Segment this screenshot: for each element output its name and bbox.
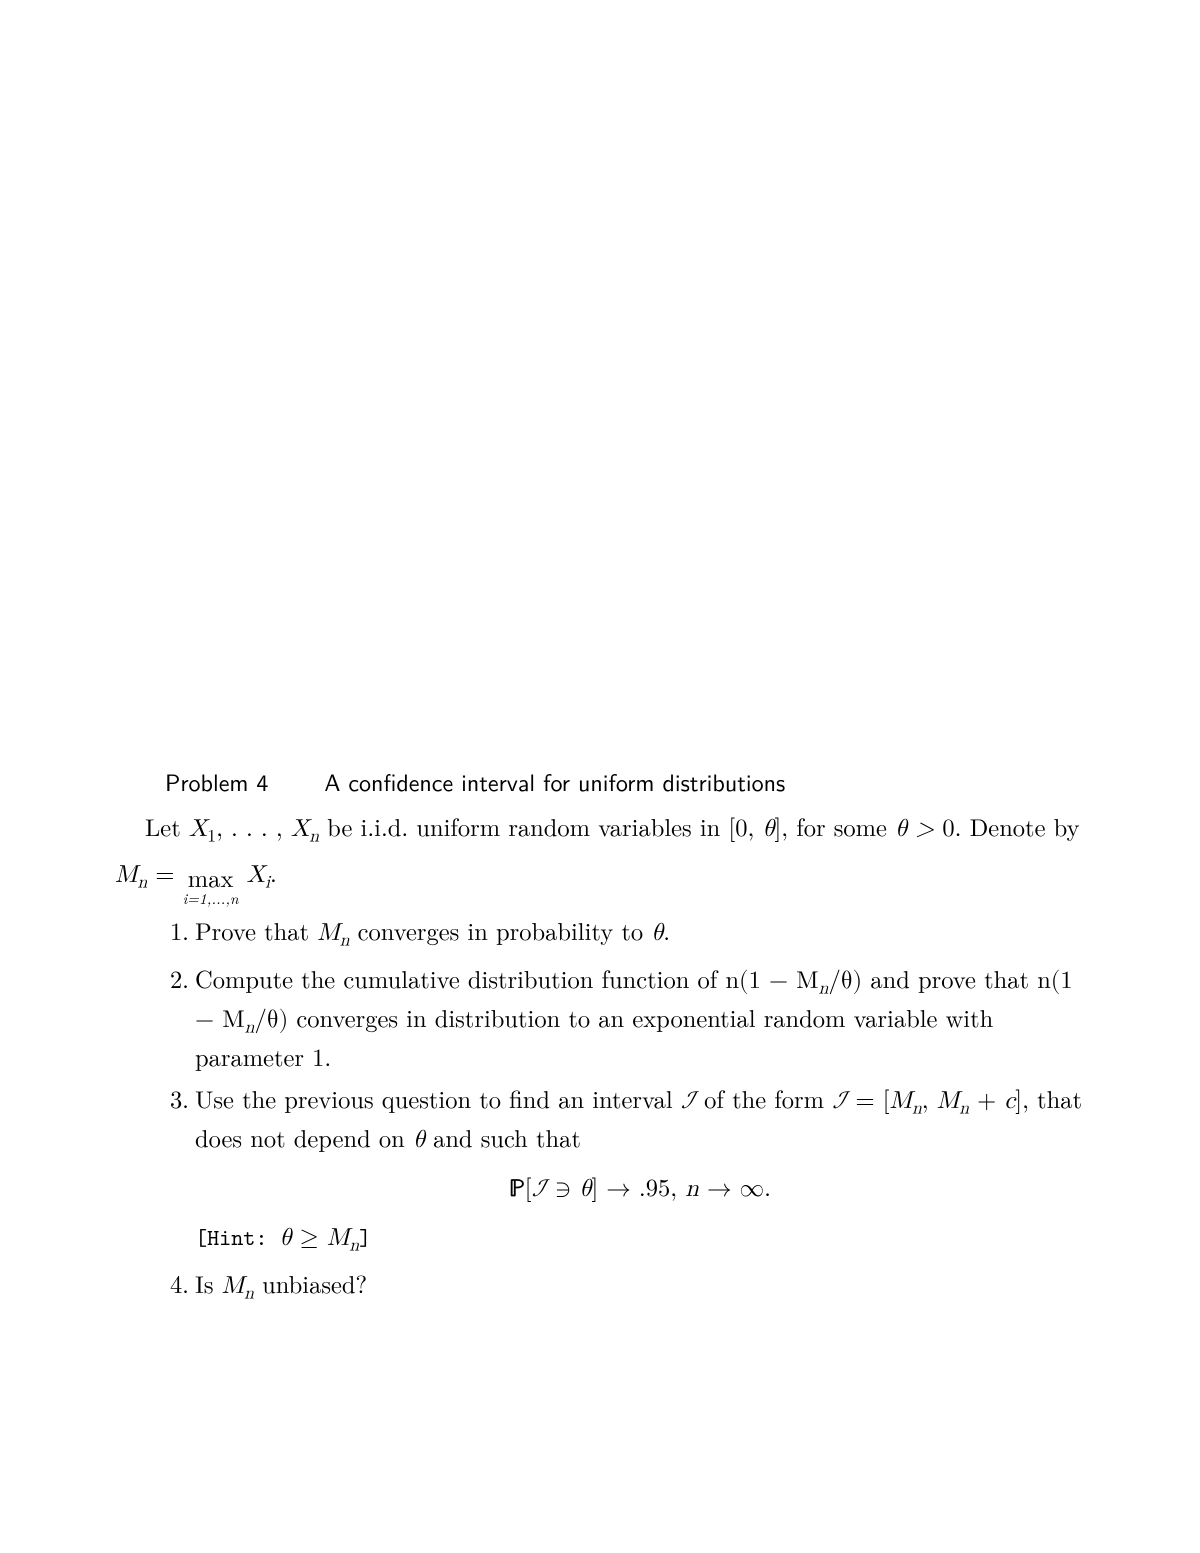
hint-line: [Hint: θ ≥ Mn] bbox=[195, 1219, 1085, 1258]
hint-bracket-open: [ bbox=[195, 1223, 207, 1253]
text: Let bbox=[145, 809, 189, 844]
math-Mn: Mn bbox=[115, 862, 147, 887]
item-number: 1. bbox=[153, 914, 189, 947]
hint-bracket-close: ] bbox=[359, 1223, 371, 1253]
math-theta: θ bbox=[651, 920, 663, 945]
text: converges in probability to bbox=[350, 913, 652, 948]
math-n: n bbox=[685, 1176, 699, 1201]
text: and prove that bbox=[862, 961, 1037, 996]
math-I: ℐ bbox=[532, 1176, 547, 1201]
text: ≥ bbox=[292, 1225, 327, 1250]
text: unbiased? bbox=[254, 1266, 367, 1301]
text: [ bbox=[525, 1176, 532, 1201]
math-Xn: Xn bbox=[291, 816, 319, 841]
question-4: 4. Is Mn unbiased? bbox=[115, 1267, 1085, 1306]
math-I: ℐ bbox=[832, 1088, 847, 1113]
text: + bbox=[969, 1088, 1004, 1113]
text: and such that bbox=[425, 1120, 581, 1155]
math-Mn: Mn bbox=[937, 1088, 969, 1113]
question-list: 1. Prove that Mn converges in probabilit… bbox=[115, 914, 1085, 1205]
text: Prove that bbox=[195, 913, 317, 948]
math-theta-gt: θ > bbox=[895, 816, 942, 841]
math-Mn: Mn bbox=[317, 920, 349, 945]
question-1: 1. Prove that Mn converges in probabilit… bbox=[115, 914, 1085, 953]
text: → ∞. bbox=[699, 1176, 771, 1201]
page: Problem 4 A confidence interval for unif… bbox=[0, 0, 1200, 1553]
text: ∋ bbox=[547, 1176, 580, 1201]
text: ], for some bbox=[774, 809, 895, 844]
math-theta: θ bbox=[413, 1127, 425, 1152]
math-theta: θ bbox=[579, 1176, 591, 1201]
text: = [ bbox=[847, 1088, 889, 1113]
math-Mn: Mn bbox=[222, 1273, 254, 1298]
item-number: 3. bbox=[153, 1082, 189, 1115]
text: = bbox=[147, 862, 182, 887]
text: be i.i.d. uniform random variables in [0… bbox=[319, 809, 762, 844]
math-X1: X1 bbox=[189, 816, 216, 841]
question-list-cont: 4. Is Mn unbiased? bbox=[115, 1267, 1085, 1306]
text: ] → .95, bbox=[591, 1176, 685, 1201]
problem-title: A confidence interval for uniform distri… bbox=[324, 766, 785, 798]
text: converges in distribution to an exponent… bbox=[195, 1000, 993, 1074]
math-theta: θ bbox=[762, 816, 774, 841]
math-expr: n(1 − Mn/θ) bbox=[725, 968, 862, 993]
math-Xi: Xi bbox=[239, 862, 270, 887]
intro-line-2: Mn = maxi=1,...,n Xi. bbox=[115, 856, 1085, 906]
problem-number: Problem 4 bbox=[165, 766, 268, 798]
item-number: 2. bbox=[153, 962, 189, 995]
text: 0. Denote by bbox=[942, 809, 1079, 844]
question-2: 2. Compute the cumulative distribution f… bbox=[115, 962, 1085, 1074]
text: Is bbox=[195, 1266, 222, 1301]
problem-content: Problem 4 A confidence interval for unif… bbox=[115, 766, 1085, 1314]
math-Mn: Mn bbox=[327, 1225, 359, 1250]
text: of the form bbox=[696, 1081, 832, 1116]
problem-heading: Problem 4 A confidence interval for unif… bbox=[165, 766, 1085, 798]
text: . bbox=[663, 913, 670, 948]
text: . bbox=[270, 855, 277, 890]
math-max-operator: maxi=1,...,n bbox=[183, 866, 239, 906]
item-number: 4. bbox=[153, 1267, 189, 1300]
math-P: ℙ bbox=[509, 1176, 525, 1201]
text: , bbox=[922, 1088, 937, 1113]
text: Compute the cumulative distribution func… bbox=[195, 961, 725, 996]
intro-line-1: Let X1, . . . , Xn be i.i.d. uniform ran… bbox=[115, 810, 1085, 849]
display-equation: ℙ[ℐ ∋ θ] → .95, n → ∞. bbox=[195, 1170, 1085, 1205]
math-c: c bbox=[1004, 1088, 1015, 1113]
math-Mn: Mn bbox=[890, 1088, 922, 1113]
text: , . . . , bbox=[216, 816, 291, 841]
question-3: 3. Use the previous question to find an … bbox=[115, 1082, 1085, 1206]
math-I: ℐ bbox=[681, 1088, 696, 1113]
text: Use the previous question to find an int… bbox=[195, 1081, 681, 1116]
hint-label: Hint: bbox=[207, 1223, 279, 1253]
math-theta: θ bbox=[280, 1225, 292, 1250]
